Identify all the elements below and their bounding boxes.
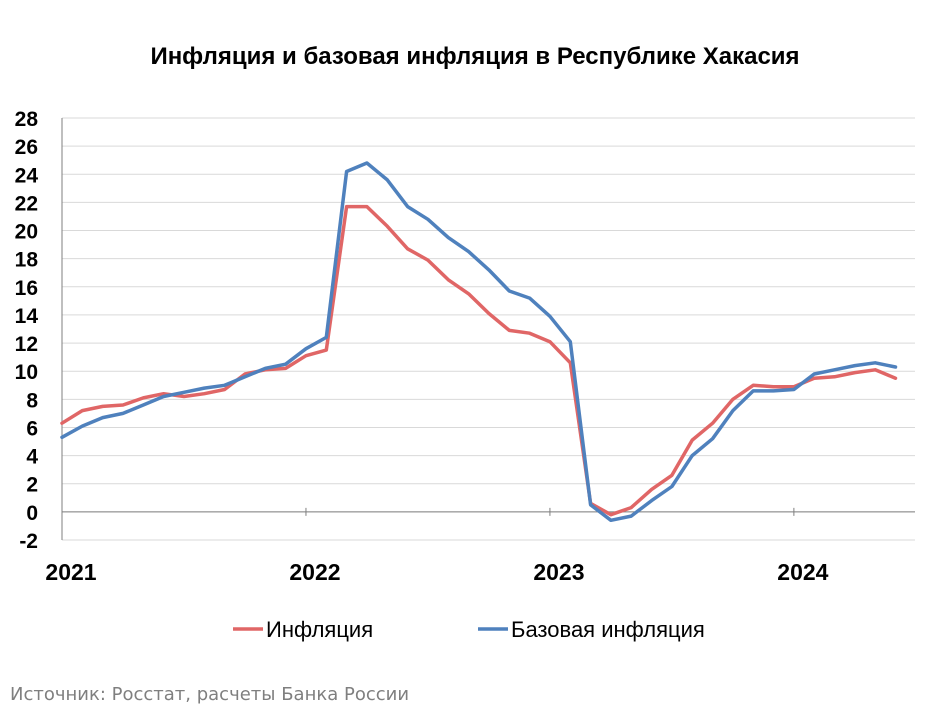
source-note: Источник: Росстат, расчеты Банка России xyxy=(10,684,410,705)
y-tick-label: -2 xyxy=(19,530,38,553)
y-tick-label: 8 xyxy=(26,389,38,412)
legend-label-core-inflation: Базовая инфляция xyxy=(511,617,705,642)
y-tick-label: 26 xyxy=(15,136,38,159)
x-tick-label: 2024 xyxy=(777,559,828,585)
y-tick-label: 14 xyxy=(15,305,39,328)
y-tick-label: 20 xyxy=(15,221,38,244)
series-line-core-inflation xyxy=(60,161,898,523)
legend-label-inflation: Инфляция xyxy=(266,617,373,642)
y-tick-label: 0 xyxy=(26,502,38,525)
y-tick-label: 4 xyxy=(26,446,38,469)
y-tick-label: 28 xyxy=(15,108,39,131)
y-tick-label: 6 xyxy=(26,417,38,440)
x-tick-label: 2022 xyxy=(289,559,340,585)
gridlines xyxy=(62,117,915,541)
x-tick-label: 2023 xyxy=(533,559,584,585)
chart-title: Инфляция и базовая инфляция в Республике… xyxy=(150,43,799,70)
series-lines xyxy=(60,161,898,523)
y-tick-label: 16 xyxy=(15,277,38,300)
legend: Инфляция Базовая инфляция xyxy=(233,617,705,642)
y-tick-label: 22 xyxy=(15,192,38,215)
y-tick-label: 12 xyxy=(15,333,38,356)
y-tick-label: 18 xyxy=(15,249,39,272)
y-tick-label: 10 xyxy=(15,361,38,384)
x-tick-label: 2021 xyxy=(45,559,96,585)
y-tick-label: 24 xyxy=(15,164,39,187)
y-tick-label: 2 xyxy=(26,474,38,497)
series-line-inflation xyxy=(60,204,898,517)
